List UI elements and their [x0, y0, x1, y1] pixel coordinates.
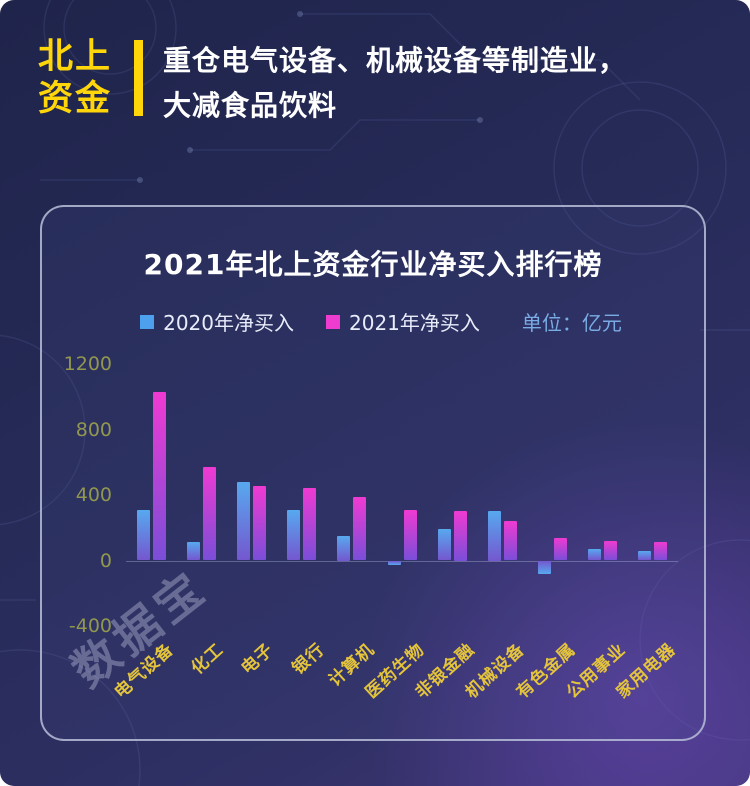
bar-2020年净买入-银行 — [287, 509, 301, 561]
chart-panel: 2021年北上资金行业净买入排行榜 2020年净买入 2021年净买入 单位：亿… — [40, 205, 706, 741]
bar-2021年净买入-化工 — [202, 467, 216, 561]
header: 北上 资金 重仓电气设备、机械设备等制造业， 大减食品饮料 — [38, 36, 627, 129]
bar-2021年净买入-银行 — [303, 488, 317, 561]
bar-2020年净买入-医药生物 — [387, 560, 401, 566]
brand-line1: 北上 — [38, 37, 113, 77]
legend-swatch-2021 — [326, 314, 340, 329]
bar-2021年净买入-机械设备 — [503, 521, 517, 561]
bar-2020年净买入-家用电器 — [638, 551, 652, 561]
brand-line2: 资金 — [38, 79, 113, 119]
zero-axis-line — [126, 560, 678, 562]
bar-2020年净买入-计算机 — [337, 535, 351, 561]
bar-2021年净买入-非银金融 — [453, 511, 467, 561]
unit-label: 单位：亿元 — [521, 311, 622, 335]
bar-2020年净买入-公用事业 — [588, 549, 602, 561]
bar-2020年净买入-机械设备 — [487, 511, 501, 561]
bar-2020年净买入-化工 — [186, 542, 200, 561]
legend-label-2020: 2020年净买入 — [163, 311, 294, 335]
bar-2021年净买入-电气设备 — [152, 391, 166, 561]
legend-label-2021: 2021年净买入 — [349, 311, 480, 335]
bar-2021年净买入-计算机 — [353, 496, 367, 561]
headline: 重仓电气设备、机械设备等制造业， 大减食品饮料 — [163, 38, 627, 129]
headline-line2: 大减食品饮料 — [163, 89, 338, 123]
legend-swatch-2020 — [140, 314, 155, 329]
y-axis-tick-label: 400 — [75, 484, 112, 506]
bar-2020年净买入-电气设备 — [136, 509, 150, 561]
bar-2020年净买入-非银金融 — [437, 529, 451, 561]
bar-2020年净买入-有色金属 — [538, 560, 552, 574]
plot-area: 1200 800 400 0 -400 电气设备 化工 电子 银行 计算机 医药生物 非银金融 机械设备… — [64, 353, 680, 703]
y-axis-tick-label: 1200 — [63, 353, 112, 375]
legend-item-2021: 2021年净买入 — [326, 307, 480, 336]
bar-2021年净买入-电子 — [252, 485, 266, 561]
bar-2021年净买入-医药生物 — [403, 509, 417, 561]
y-axis-tick-label: 0 — [99, 549, 112, 572]
y-axis-tick-label: 800 — [75, 418, 112, 441]
bar-2021年净买入-家用电器 — [654, 542, 668, 561]
legend-item-2020: 2020年净买入 — [140, 307, 294, 336]
chart-legend: 2020年净买入 2021年净买入 单位：亿元 — [42, 307, 704, 336]
bar-2021年净买入-公用事业 — [604, 540, 618, 561]
headline-line1: 重仓电气设备、机械设备等制造业， — [163, 44, 628, 77]
bar-2020年净买入-电子 — [236, 481, 250, 561]
chart-title: 2021年北上资金行业净买入排行榜 — [143, 248, 603, 281]
bar-2021年净买入-有色金属 — [554, 537, 568, 561]
y-axis-tick-label: -400 — [68, 615, 112, 637]
yellow-divider-bar — [134, 40, 144, 116]
brand-title: 北上 资金 — [38, 36, 112, 120]
